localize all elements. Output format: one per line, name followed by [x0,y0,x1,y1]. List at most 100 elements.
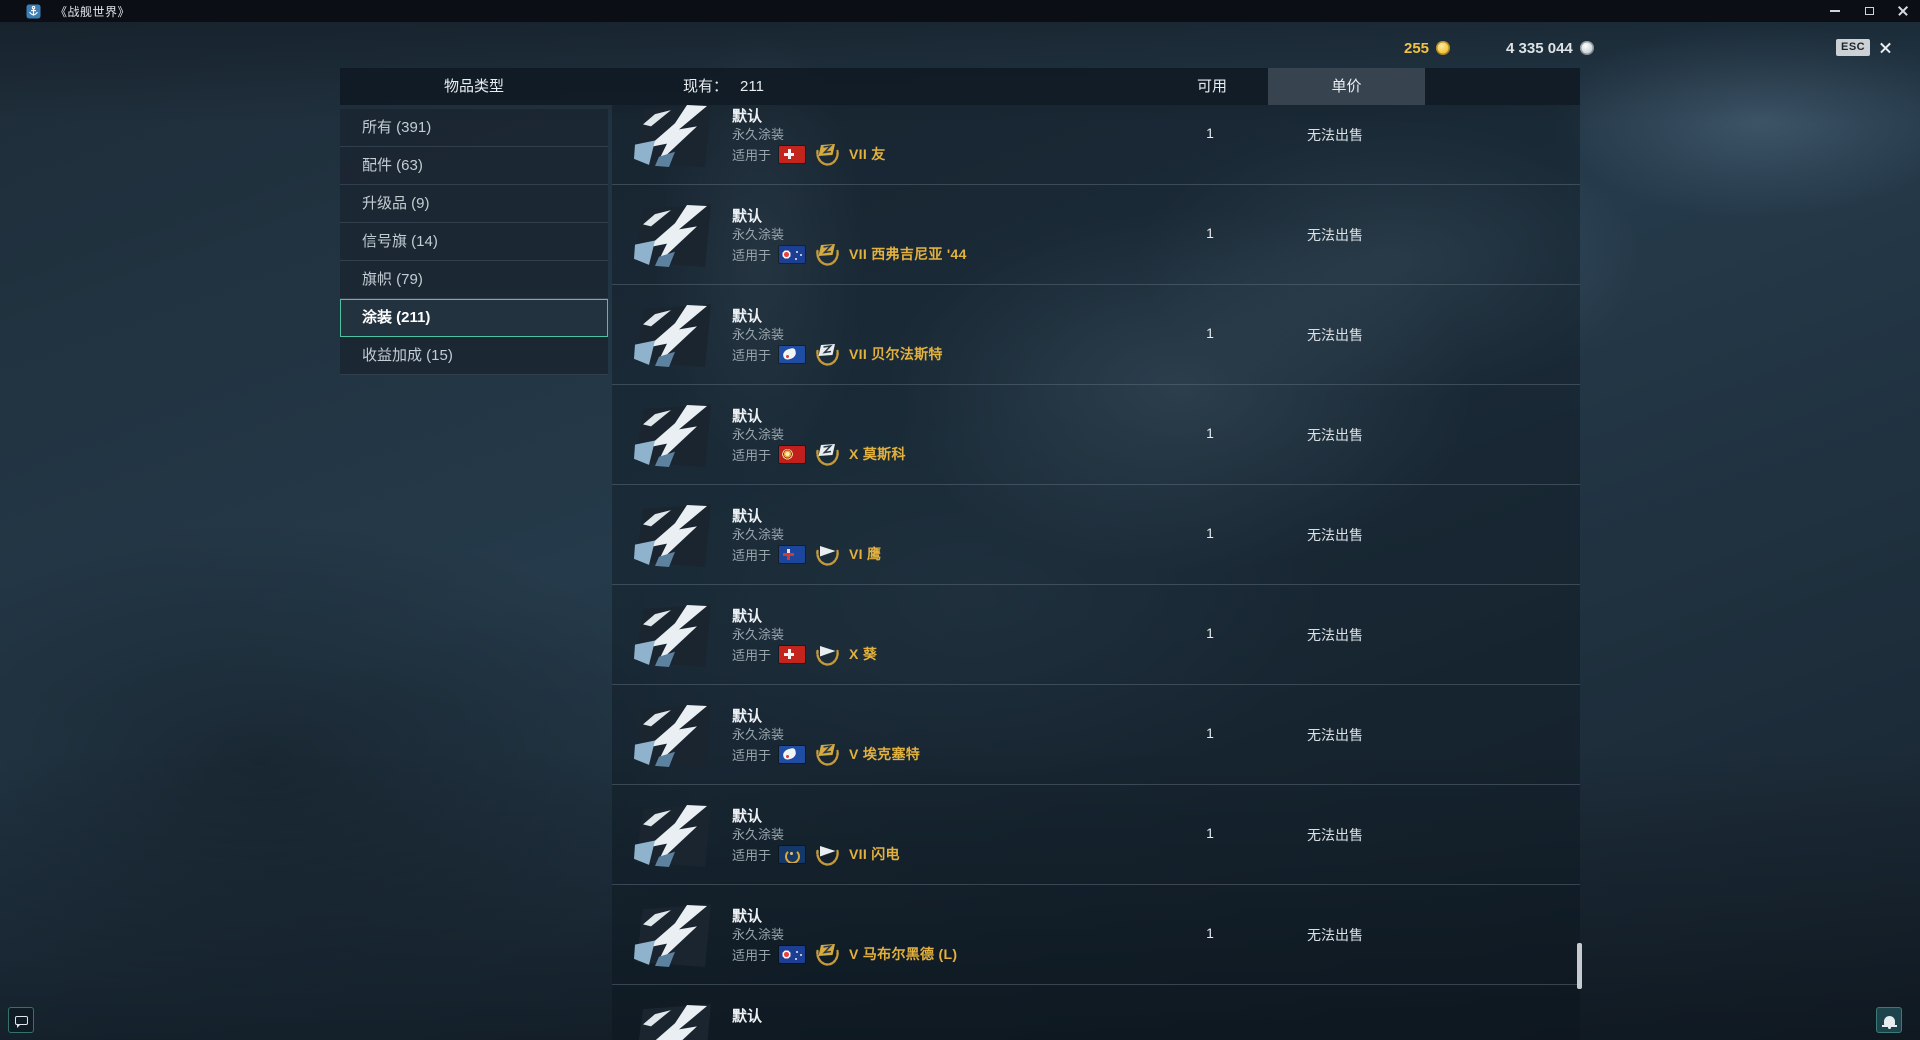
inventory-row[interactable]: 默认 永久涂装 适用于 VII 西弗吉尼亚 '44 1 无法出售 [612,185,1580,285]
close-window-button[interactable] [1886,0,1920,22]
ship-name: VII 贝尔法斯特 [849,346,943,362]
inventory-row[interactable]: 默认 永久涂装 适用于 X 葵 1 无法出售 [612,585,1580,685]
sidebar-category-item[interactable]: 所有 (391) [340,109,608,147]
quantity-value: 1 [1206,325,1214,341]
category-label: 信号旗 (14) [362,233,438,250]
perma-camo-emblem-icon [816,645,839,666]
wows-logo-icon [26,4,41,19]
sidebar-category-item[interactable]: 信号旗 (14) [340,223,608,261]
quantity-value: 1 [1206,225,1214,241]
applies-label: 适用于 [732,247,772,263]
item-type: 永久涂装 [732,527,785,542]
item-name: 默认 [732,708,763,725]
applies-to-line: 适用于 VII 贝尔法斯特 [732,343,943,366]
scrollbar-thumb[interactable] [1577,943,1582,989]
applies-to-line: 适用于 X 葵 [732,643,877,666]
inventory-row[interactable]: 默认 永久涂装 适用于 X 莫斯科 1 无法出售 [612,385,1580,485]
nation-flag-icon [779,545,806,563]
item-type: 永久涂装 [732,827,785,842]
inventory-row[interactable]: 默认 永久涂装 适用于 VII 闪电 1 无法出售 [612,785,1580,885]
sidebar-category-item[interactable]: 升级品 (9) [340,185,608,223]
inventory-row[interactable]: 默认 永久涂装 适用于 VII 贝尔法斯特 1 无法出售 [612,285,1580,385]
item-type: 永久涂装 [732,227,785,242]
bell-icon [1881,1015,1897,1029]
applies-label: 适用于 [732,947,772,963]
item-name: 默认 [732,308,763,325]
category-label: 收益加成 (15) [362,347,453,364]
sidebar-category-item[interactable]: 旗帜 (79) [340,261,608,299]
nation-flag-icon [779,245,806,263]
nation-flag-icon [779,645,806,663]
category-label: 升级品 (9) [362,195,430,212]
perma-camo-emblem-icon [816,243,839,266]
inventory-row[interactable]: 默认 永久涂装 适用于 V 埃克塞特 1 无法出售 [612,685,1580,785]
minimize-icon [1830,10,1840,12]
notifications-button[interactable] [1876,1007,1902,1033]
sidebar-category-item[interactable]: 涂装 (211) [340,299,608,337]
close-panel-icon[interactable] [1879,41,1892,54]
item-type: 永久涂装 [732,927,785,942]
nation-flag-icon [779,845,806,863]
esc-key-badge[interactable]: ESC [1836,39,1871,56]
ship-name: X 莫斯科 [849,446,906,462]
camo-thumbnail-icon [634,804,711,867]
ship-name: V 埃克塞特 [849,746,921,762]
applies-label: 适用于 [732,647,772,663]
applies-label: 适用于 [732,447,772,463]
current-count: 211 [740,78,764,95]
item-type: 永久涂装 [732,427,785,442]
esc-close-control[interactable]: ESC [1836,39,1892,56]
nation-flag-icon [779,345,806,363]
quantity-value: 1 [1206,125,1214,141]
price-value: 无法出售 [1307,427,1363,443]
column-unit-price[interactable]: 单价 [1268,68,1425,105]
item-type: 永久涂装 [732,127,785,142]
applies-to-line: 适用于 V 马布尔黑德 (L) [732,943,957,966]
quantity-value: 1 [1206,825,1214,841]
item-name: 默认 [732,108,763,125]
nation-flag-icon [779,445,806,463]
applies-label: 适用于 [732,347,772,363]
price-value: 无法出售 [1307,727,1363,743]
item-name: 默认 [732,1008,763,1025]
applies-label: 适用于 [732,547,772,563]
price-value: 无法出售 [1307,927,1363,943]
applies-to-line: 适用于 VI 鹰 [732,543,881,566]
column-available[interactable]: 可用 [1196,78,1227,95]
price-value: 无法出售 [1307,227,1363,243]
inventory-row[interactable]: 默认 永久涂装 适用于 VII 友 1 无法出售 [612,105,1580,185]
applies-to-line: 适用于 V 埃克塞特 [732,743,921,766]
sidebar-category-item[interactable]: 配件 (63) [340,147,608,185]
quantity-value: 1 [1206,425,1214,441]
sidebar-category-item[interactable]: 收益加成 (15) [340,337,608,375]
ship-name: VII 友 [849,146,886,162]
inventory-row[interactable]: 默认 永久涂装 适用于 V 马布尔黑德 (L) 1 无法出售 [612,885,1580,985]
price-value: 无法出售 [1307,127,1363,143]
applies-label: 适用于 [732,747,772,763]
perma-camo-emblem-icon [816,343,839,366]
inventory-list: 默认 永久涂装 适用于 VII 友 1 无法出售 默认 永久涂 [612,105,1580,1040]
item-type: 永久涂装 [732,727,785,742]
camo-thumbnail-icon [634,904,711,967]
nation-flag-icon [779,745,806,763]
maximize-button[interactable] [1852,0,1886,22]
price-value: 无法出售 [1307,327,1363,343]
minimize-button[interactable] [1818,0,1852,22]
category-label: 所有 (391) [362,119,432,136]
inventory-row[interactable]: 默认 永久涂装 适用于 VI 鹰 1 无法出售 [612,485,1580,585]
chat-button[interactable] [8,1007,34,1033]
credits-coin-icon [1579,41,1594,55]
quantity-value: 1 [1206,725,1214,741]
inventory-header: 物品类型 现有： 211 可用 单价 [340,68,1580,105]
chat-bubble-icon [14,1015,28,1028]
camo-thumbnail-icon [634,105,711,167]
currency-bar: 255 4 335 044 [1404,38,1594,58]
close-icon [1897,5,1909,17]
camo-thumbnail-icon [634,504,711,567]
camo-thumbnail-icon [634,404,711,467]
price-value: 无法出售 [1307,627,1363,643]
column-item-type: 物品类型 [443,78,504,95]
ship-name: VII 西弗吉尼亚 '44 [849,246,967,262]
inventory-row[interactable]: 默认 [612,985,1580,1040]
applies-label: 适用于 [732,847,772,863]
